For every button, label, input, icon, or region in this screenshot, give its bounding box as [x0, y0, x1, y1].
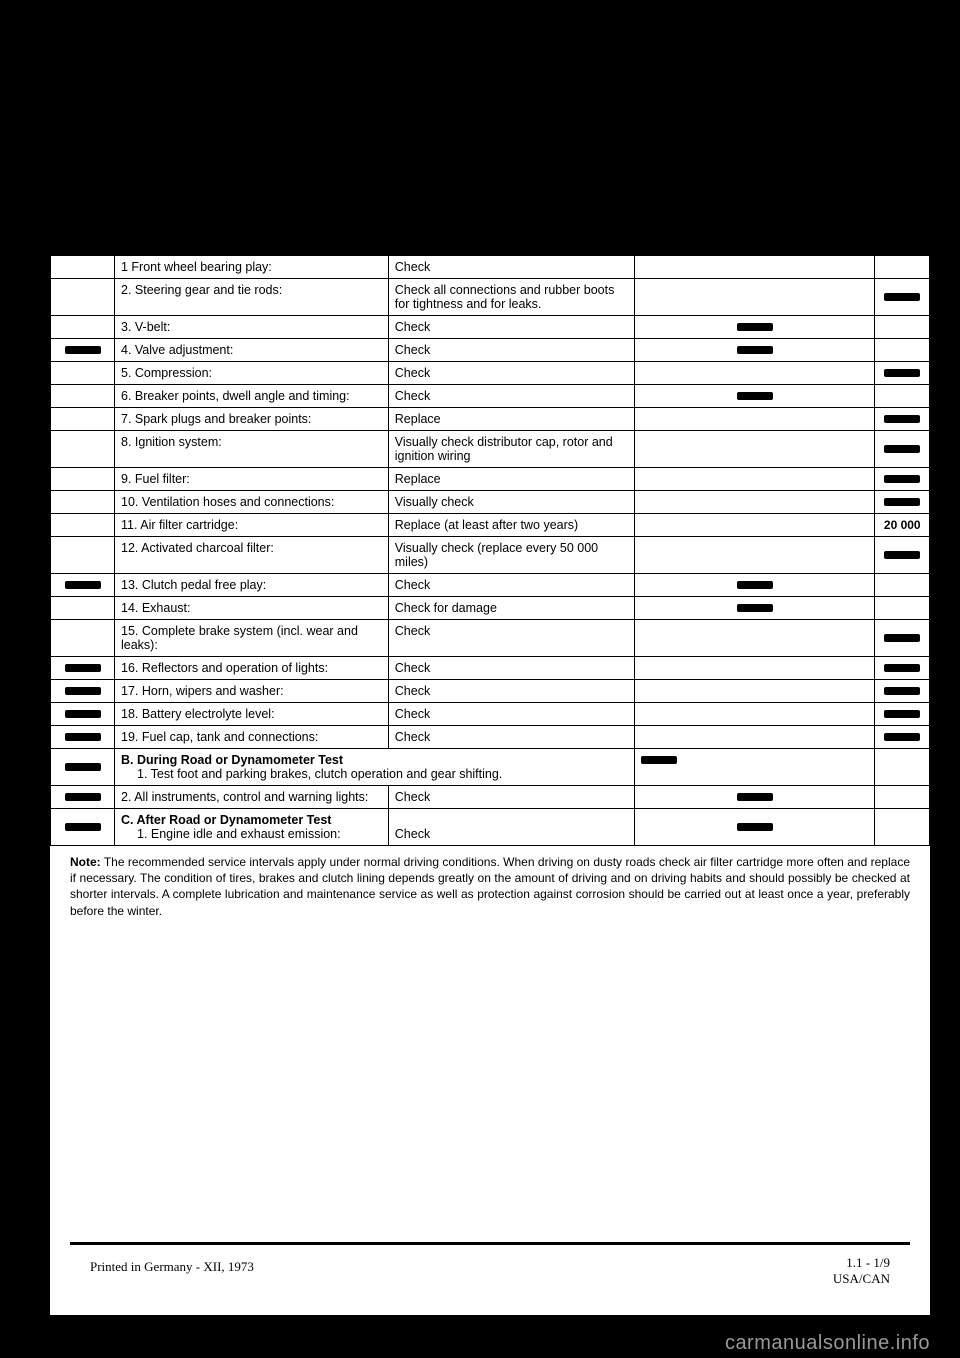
item-label: 12. Activated charcoal filter:: [115, 537, 389, 574]
item-action: Check: [388, 256, 635, 279]
item-action: Visually check: [388, 491, 635, 514]
section-b-item1: 1. Test foot and parking brakes, clutch …: [121, 767, 502, 781]
item-label: 1 Front wheel bearing play:: [115, 256, 389, 279]
item-label: 6. Breaker points, dwell angle and timin…: [115, 385, 389, 408]
table-row: 6. Breaker points, dwell angle and timin…: [51, 385, 930, 408]
note-text: The recommended service intervals apply …: [70, 855, 910, 918]
item-action: Check: [388, 385, 635, 408]
item-label: 18. Battery electrolyte level:: [115, 703, 389, 726]
item-label: 4. Valve adjustment:: [115, 339, 389, 362]
table-row: 19. Fuel cap, tank and connections:Check: [51, 726, 930, 749]
item-action: Check: [388, 680, 635, 703]
table-row: 9. Fuel filter:Replace: [51, 468, 930, 491]
table-row: 11. Air filter cartridge:Replace (at lea…: [51, 514, 930, 537]
item-label: 16. Reflectors and operation of lights:: [115, 657, 389, 680]
footer-page: 1.1 - 1/9 USA/CAN: [833, 1255, 890, 1287]
table-row: 18. Battery electrolyte level:Check: [51, 703, 930, 726]
item-label: 14. Exhaust:: [115, 597, 389, 620]
section-b-row1: B. During Road or Dynamometer Test1. Tes…: [51, 749, 930, 786]
item-action: Replace (at least after two years): [388, 514, 635, 537]
item-label: 2. Steering gear and tie rods:: [115, 279, 389, 316]
section-b-action2: Check: [388, 786, 635, 809]
item-action: Replace: [388, 468, 635, 491]
item-action: Check: [388, 574, 635, 597]
item-label: 11. Air filter cartridge:: [115, 514, 389, 537]
table-row: 3. V-belt:Check: [51, 316, 930, 339]
item-label: 5. Compression:: [115, 362, 389, 385]
item-action: Check: [388, 703, 635, 726]
item-action: Check: [388, 316, 635, 339]
table-row: 5. Compression:Check: [51, 362, 930, 385]
section-c-item1: 1. Engine idle and exhaust emission:: [121, 827, 341, 841]
table-row: 13. Clutch pedal free play:Check: [51, 574, 930, 597]
table-row: 7. Spark plugs and breaker points:Replac…: [51, 408, 930, 431]
watermark: carmanualsonline.info: [725, 1332, 930, 1355]
section-c-row1: C. After Road or Dynamometer Test1. Engi…: [51, 809, 930, 846]
item-action: Check for damage: [388, 597, 635, 620]
item-action: Check all connections and rubber boots f…: [388, 279, 635, 316]
table-row: 15. Complete brake system (incl. wear an…: [51, 620, 930, 657]
table-row: 2. Steering gear and tie rods:Check all …: [51, 279, 930, 316]
item-action: Check: [388, 339, 635, 362]
item-action: Check: [388, 726, 635, 749]
item-action: Check: [388, 620, 635, 657]
section-c-action1: Check: [388, 809, 635, 846]
item-action: Visually check (replace every 50 000 mil…: [388, 537, 635, 574]
item-label: 8. Ignition system:: [115, 431, 389, 468]
item-action: Check: [388, 657, 635, 680]
table-row: 4. Valve adjustment:Check: [51, 339, 930, 362]
item-action: Check: [388, 362, 635, 385]
table-row: 10. Ventilation hoses and connections:Vi…: [51, 491, 930, 514]
footer-printed: Printed in Germany - XII, 1973: [90, 1259, 254, 1275]
section-b-title: B. During Road or Dynamometer Test: [121, 753, 343, 767]
item-label: 17. Horn, wipers and washer:: [115, 680, 389, 703]
maintenance-table: 1 Front wheel bearing play:Check2. Steer…: [50, 255, 930, 846]
section-b-row2: 2. All instruments, control and warning …: [51, 786, 930, 809]
item-action: Replace: [388, 408, 635, 431]
section-b-item2: 2. All instruments, control and warning …: [115, 786, 389, 809]
table-row: 17. Horn, wipers and washer:Check: [51, 680, 930, 703]
item-label: 10. Ventilation hoses and connections:: [115, 491, 389, 514]
note-paragraph: Note: The recommended service intervals …: [50, 846, 930, 919]
table-row: 8. Ignition system:Visually check distri…: [51, 431, 930, 468]
table-row: 12. Activated charcoal filter:Visually c…: [51, 537, 930, 574]
item-label: 13. Clutch pedal free play:: [115, 574, 389, 597]
table-row: 16. Reflectors and operation of lights:C…: [51, 657, 930, 680]
table-row: 1 Front wheel bearing play:Check: [51, 256, 930, 279]
item-label: 15. Complete brake system (incl. wear an…: [115, 620, 389, 657]
note-label: Note:: [70, 855, 101, 869]
table-row: 14. Exhaust:Check for damage: [51, 597, 930, 620]
item-action: Visually check distributor cap, rotor an…: [388, 431, 635, 468]
section-c-title: C. After Road or Dynamometer Test: [121, 813, 331, 827]
item-label: 19. Fuel cap, tank and connections:: [115, 726, 389, 749]
item-label: 7. Spark plugs and breaker points:: [115, 408, 389, 431]
footer-divider: [70, 1242, 910, 1245]
item-label: 9. Fuel filter:: [115, 468, 389, 491]
item-label: 3. V-belt:: [115, 316, 389, 339]
